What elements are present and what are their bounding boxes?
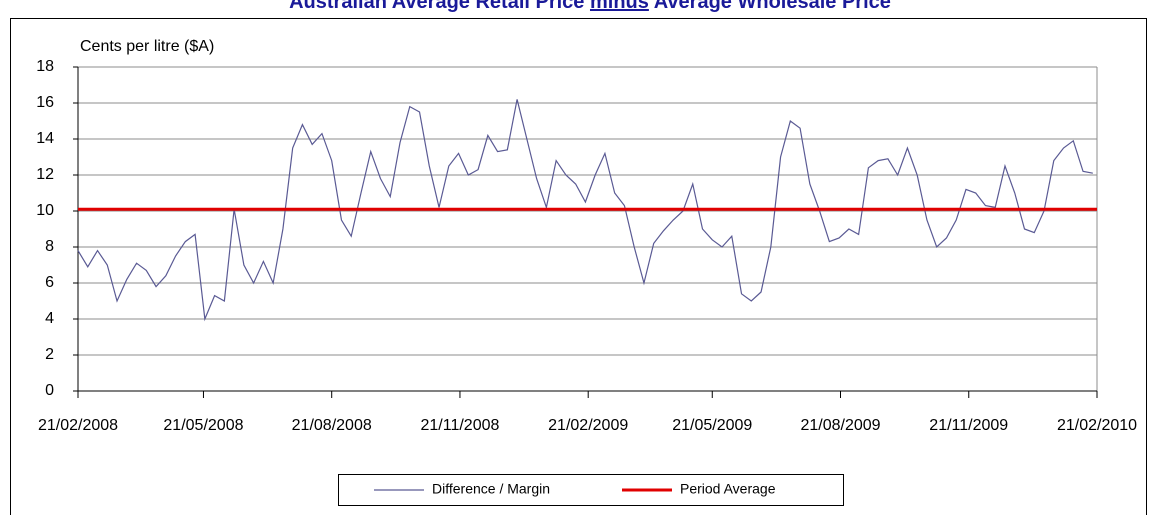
y-tick-label: 4 bbox=[45, 310, 54, 327]
x-tick-label: 21/02/2009 bbox=[548, 417, 628, 434]
y-tick-label: 10 bbox=[36, 202, 54, 219]
y-tick-label: 6 bbox=[45, 274, 54, 291]
y-tick-label: 14 bbox=[36, 130, 54, 147]
series-line bbox=[77, 99, 1093, 322]
title-part: Average Wholesale Price bbox=[654, 0, 891, 13]
y-axis-label: Cents per litre ($A) bbox=[80, 38, 214, 55]
chart-title: Australian Average Retail Price minus Av… bbox=[289, 0, 891, 13]
x-tick-label: 21/08/2008 bbox=[292, 417, 372, 434]
title-emphasis: minus bbox=[590, 0, 649, 13]
y-tick-label: 18 bbox=[36, 58, 54, 75]
legend-label: Period Average bbox=[680, 481, 776, 497]
legend-label: Difference / Margin bbox=[432, 481, 550, 497]
y-tick-label: 16 bbox=[36, 94, 54, 111]
x-tick-label: 21/08/2009 bbox=[800, 417, 880, 434]
title-part: Australian Average Retail Price bbox=[289, 0, 584, 13]
y-tick-label: 2 bbox=[45, 346, 54, 363]
x-tick-label: 21/11/2009 bbox=[929, 417, 1008, 434]
x-tick-label: 21/11/2008 bbox=[421, 417, 500, 434]
y-tick-label: 8 bbox=[45, 238, 54, 255]
x-tick-label: 21/05/2009 bbox=[672, 417, 752, 434]
y-tick-label: 12 bbox=[36, 166, 54, 183]
x-tick-label: 21/02/2008 bbox=[38, 417, 118, 434]
x-tick-label: 21/05/2008 bbox=[163, 417, 243, 434]
y-tick-label: 0 bbox=[45, 382, 54, 399]
chart-frame bbox=[10, 18, 1147, 515]
x-tick-label: 21/02/2010 bbox=[1057, 417, 1137, 434]
